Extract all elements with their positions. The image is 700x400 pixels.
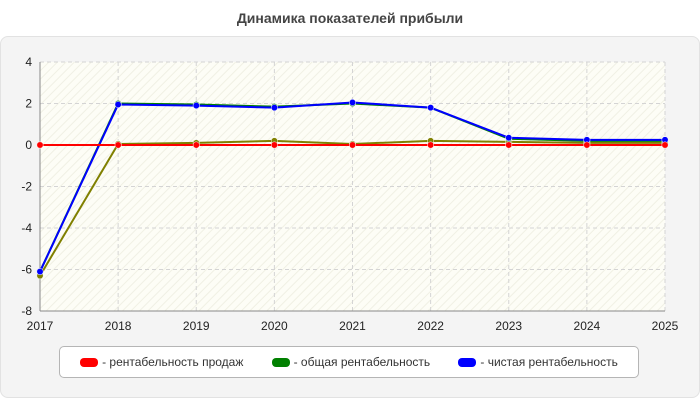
y-tick-label: -2 — [21, 180, 32, 194]
y-tick-label: -6 — [21, 263, 32, 277]
x-tick-labels: 2017 2018 2019 2020 2021 2022 2023 2024 2025 — [27, 319, 679, 333]
series-2 — [36, 99, 669, 276]
data-point[interactable] — [661, 141, 669, 149]
x-tick-label: 2017 — [27, 319, 54, 333]
data-point[interactable] — [505, 141, 513, 149]
legend: - рентабельность продаж - общая рентабел… — [59, 346, 639, 378]
legend-swatch-net — [458, 357, 477, 367]
y-tick-label: -8 — [21, 304, 32, 318]
data-point[interactable] — [36, 141, 44, 149]
x-tick-label: 2021 — [339, 319, 366, 333]
x-tick-label: 2022 — [417, 319, 444, 333]
x-tick-label: 2023 — [495, 319, 522, 333]
data-point[interactable] — [192, 102, 200, 110]
data-point[interactable] — [349, 141, 356, 149]
legend-swatch-total — [271, 357, 290, 367]
x-tick-label: 2025 — [652, 319, 679, 333]
data-point[interactable] — [583, 141, 591, 149]
data-point[interactable] — [505, 134, 513, 142]
legend-label-total: - общая рентабельность — [293, 355, 431, 369]
legend-label-sales: - рентабельность продаж — [102, 355, 244, 369]
legend-item-sales[interactable]: - рентабельность продаж — [80, 355, 243, 369]
y-tick-label: -4 — [21, 221, 32, 235]
data-point[interactable] — [349, 99, 356, 106]
y-tick-labels: -8 -6 -4 -2 0 2 4 — [21, 55, 32, 318]
x-tick-label: 2020 — [261, 319, 288, 333]
data-point[interactable] — [36, 268, 44, 276]
y-tick-label: 2 — [25, 97, 32, 111]
data-point[interactable] — [427, 104, 435, 112]
data-point[interactable] — [114, 141, 122, 149]
x-tick-label: 2018 — [105, 319, 132, 333]
x-tick-label: 2024 — [574, 319, 601, 333]
legend-label-net: - чистая рентабельность — [480, 355, 618, 369]
data-point[interactable] — [270, 141, 278, 149]
series-0 — [36, 141, 669, 149]
legend-item-total[interactable]: - общая рентабельность — [271, 355, 431, 369]
y-tick-label: 4 — [25, 55, 32, 69]
chart-title: Динамика показателей прибыли — [236, 10, 464, 26]
series-layer — [36, 99, 669, 280]
data-point[interactable] — [192, 141, 200, 149]
y-tick-label: 0 — [25, 138, 32, 152]
data-point[interactable] — [114, 101, 122, 108]
legend-swatch-sales — [80, 357, 99, 367]
data-point[interactable] — [270, 104, 278, 112]
x-tick-label: 2019 — [183, 319, 210, 333]
legend-item-net[interactable]: - чистая рентабельность — [458, 355, 618, 369]
data-point[interactable] — [427, 141, 435, 149]
